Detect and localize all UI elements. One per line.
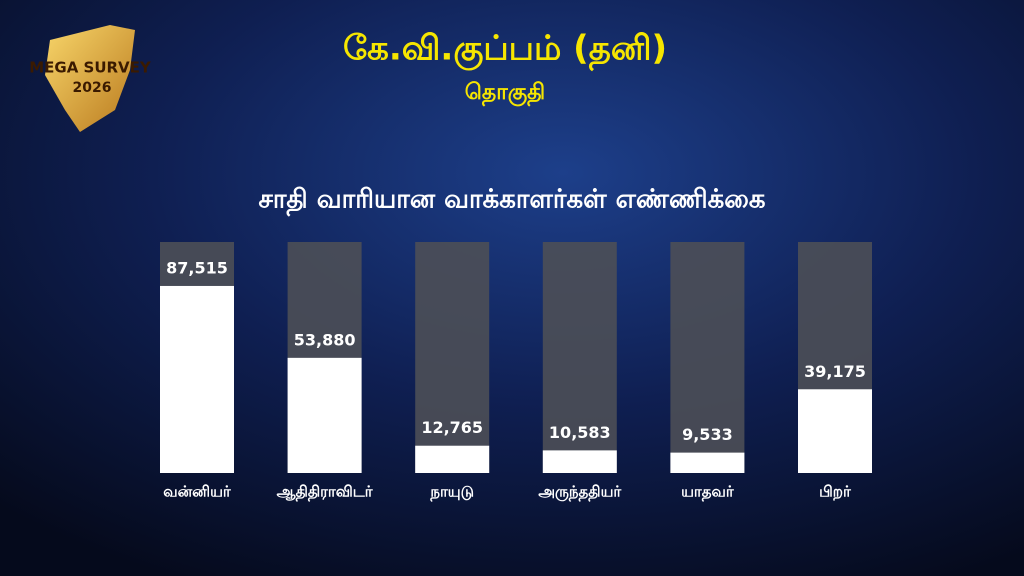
value-label: 10,583 — [549, 423, 611, 442]
x-tick-label: ஆதிதிராவிடர் — [277, 483, 374, 502]
bar-track — [542, 242, 617, 473]
bar-track — [670, 242, 745, 473]
logo-year: 2026 — [73, 80, 112, 96]
bar-track — [415, 242, 490, 473]
value-label: 39,175 — [804, 362, 866, 381]
logo-map — [45, 25, 135, 132]
chart-subtitle: தொகுதி — [465, 80, 545, 107]
chart-title: கே.வி.குப்பம் (தனி) — [343, 29, 667, 72]
x-tick-label: வன்னியர் — [163, 483, 232, 501]
value-label: 9,533 — [682, 425, 733, 444]
bar — [415, 445, 490, 473]
x-tick-label: நாயுடு — [429, 483, 474, 502]
bar — [542, 450, 617, 473]
logo-text: MEGA SURVEY — [29, 59, 152, 77]
value-label: 87,515 — [166, 258, 228, 277]
chart-heading: சாதி வாரியான வாக்காளர்கள் எண்ணிக்கை — [258, 185, 765, 217]
bar — [798, 389, 872, 473]
x-tick-label: பிறர் — [819, 483, 852, 501]
x-tick-label: அருந்ததியர் — [538, 483, 622, 502]
bar — [670, 452, 745, 473]
x-tick-label: யாதவர் — [681, 483, 735, 502]
value-label: 12,765 — [421, 418, 483, 437]
bar — [287, 357, 362, 473]
bar — [160, 285, 234, 473]
value-label: 53,880 — [294, 330, 356, 349]
